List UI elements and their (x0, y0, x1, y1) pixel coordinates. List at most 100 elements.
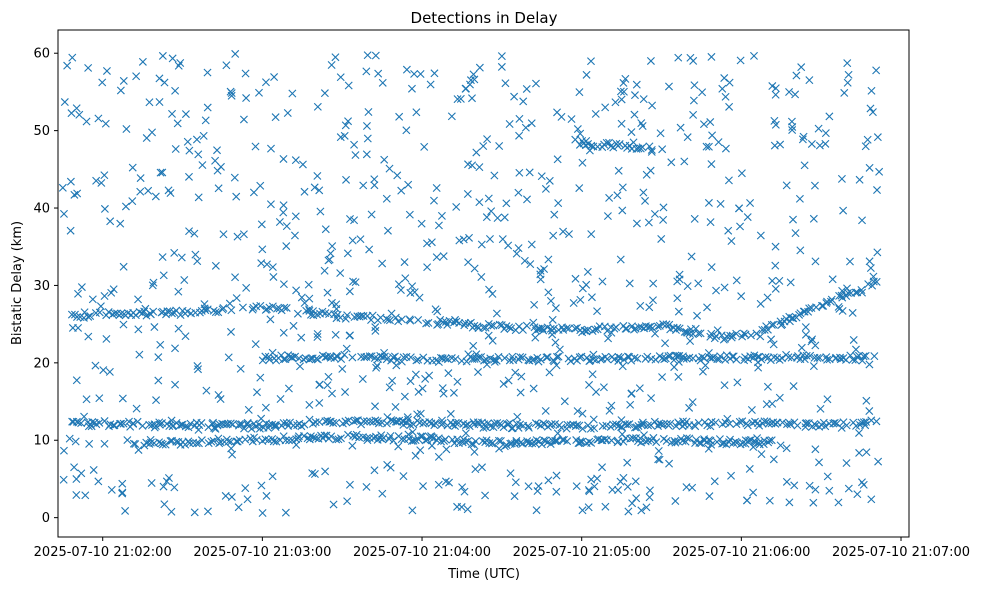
data-point (786, 278, 795, 287)
data-point (529, 384, 538, 393)
data-point (582, 70, 591, 79)
data-point (760, 417, 769, 426)
data-point (638, 418, 647, 427)
data-point (790, 481, 799, 490)
data-point (240, 424, 249, 433)
data-point (320, 431, 329, 440)
data-point (429, 196, 438, 205)
data-point (315, 398, 324, 407)
data-point (502, 322, 511, 331)
data-point (724, 176, 733, 185)
data-point (315, 380, 324, 389)
data-point (155, 97, 164, 106)
data-point (517, 372, 526, 381)
data-point (693, 311, 702, 320)
data-point (578, 424, 587, 433)
data-point (332, 435, 341, 444)
data-point (310, 470, 319, 478)
data-point (559, 227, 568, 236)
data-point (288, 89, 297, 98)
data-point (437, 211, 446, 220)
y-tick-label: 20 (33, 356, 50, 371)
data-point (515, 114, 524, 123)
data-point (291, 156, 300, 165)
data-point (362, 150, 371, 159)
data-point (631, 477, 640, 486)
data-point (306, 310, 315, 319)
data-point (659, 215, 668, 224)
data-point (464, 350, 473, 359)
data-point (351, 278, 360, 287)
data-point (789, 215, 798, 224)
data-point (253, 388, 261, 397)
data-point (134, 445, 143, 454)
data-point (665, 459, 674, 468)
data-point (433, 307, 442, 316)
data-point (752, 329, 761, 338)
data-point (515, 131, 524, 140)
data-point (490, 171, 499, 180)
data-point (519, 97, 528, 106)
x-axis-label: Time (UTC) (447, 567, 520, 582)
data-point (378, 78, 387, 87)
data-point (636, 301, 645, 310)
data-point (351, 416, 360, 425)
data-point (470, 354, 479, 363)
data-point (219, 230, 228, 239)
data-point (531, 419, 540, 428)
data-point (376, 434, 385, 443)
data-point (296, 362, 304, 371)
data-point (216, 162, 225, 171)
y-tick-label: 40 (33, 202, 50, 217)
data-point (785, 498, 794, 507)
data-point (82, 117, 91, 126)
data-point (873, 186, 881, 195)
data-point (388, 376, 397, 385)
data-point (614, 166, 623, 175)
data-point (676, 123, 685, 132)
data-point (282, 222, 291, 231)
data-point (830, 418, 839, 427)
data-point (383, 460, 392, 469)
data-point (136, 174, 145, 183)
data-point (500, 442, 509, 451)
data-point (129, 439, 138, 448)
data-point (226, 419, 235, 428)
data-point (345, 287, 354, 296)
data-point (342, 175, 351, 184)
data-point (504, 376, 513, 385)
data-point (732, 276, 741, 285)
data-point (254, 88, 263, 97)
data-point (430, 421, 439, 430)
data-point (478, 463, 486, 472)
data-point (769, 320, 778, 329)
data-point (247, 424, 256, 433)
data-point (269, 437, 278, 446)
data-point (358, 375, 367, 384)
data-point (321, 225, 330, 234)
data-point (521, 123, 530, 132)
data-point (268, 348, 277, 357)
data-point (635, 384, 644, 393)
data-point (495, 444, 504, 453)
data-point (716, 352, 725, 361)
data-point (329, 419, 338, 427)
y-tick-label: 30 (33, 279, 50, 294)
data-point (109, 285, 118, 294)
data-point (746, 199, 755, 208)
data-point (414, 315, 423, 324)
data-point (591, 325, 600, 334)
data-point (88, 295, 97, 304)
data-point (324, 372, 333, 381)
data-point (707, 440, 716, 449)
data-point (209, 306, 218, 315)
data-point (158, 168, 167, 177)
data-point (292, 440, 301, 449)
data-point (647, 147, 656, 156)
data-point (285, 436, 294, 445)
data-point (279, 432, 288, 441)
y-tick-label: 10 (33, 434, 50, 449)
data-point (811, 485, 820, 494)
data-point (598, 463, 607, 472)
data-point (505, 120, 514, 128)
